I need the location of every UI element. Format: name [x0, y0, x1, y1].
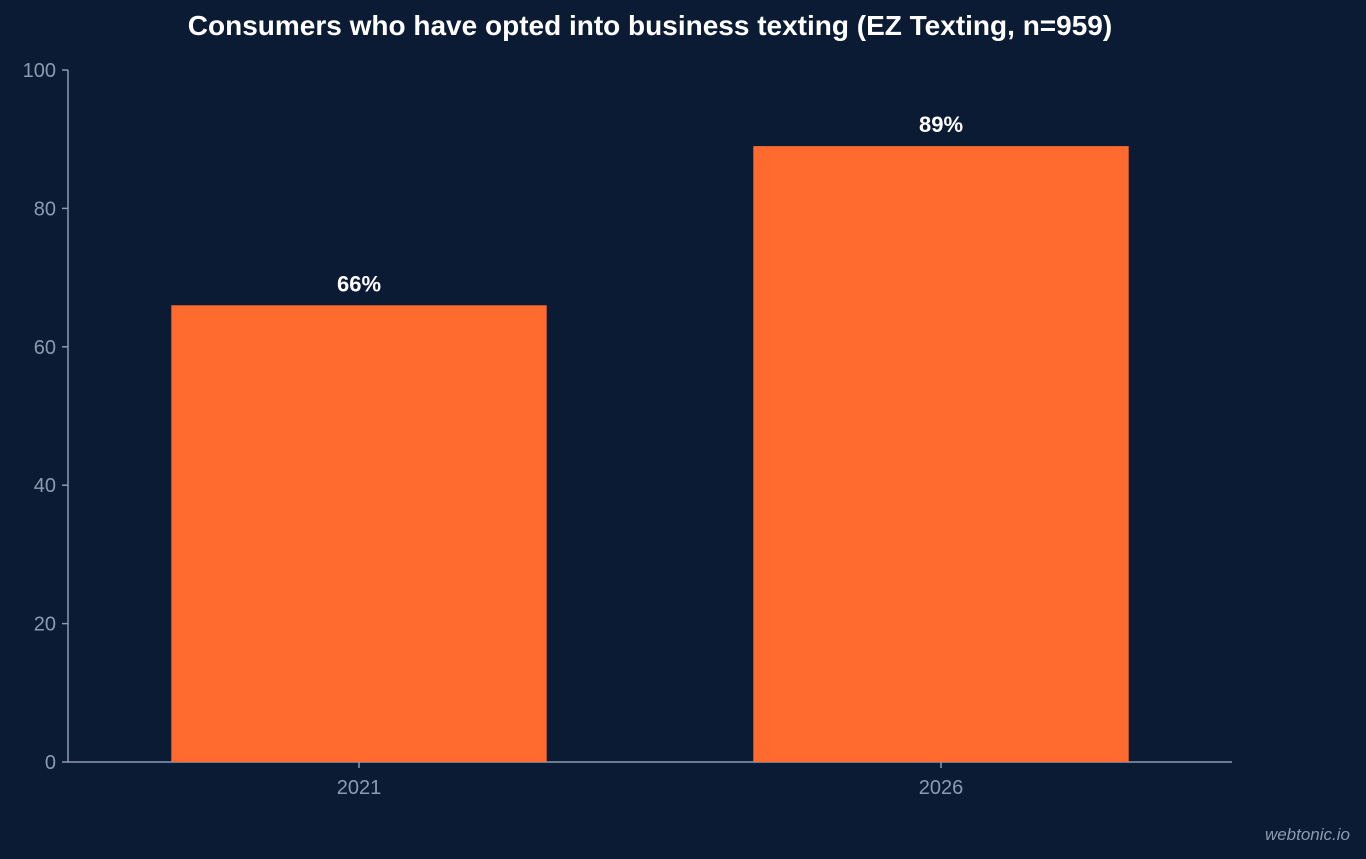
x-axis: 2021 2026 — [68, 761, 1232, 799]
x-tick-label: 2026 — [919, 777, 964, 799]
bars — [171, 146, 1129, 762]
y-tick-label: 60 — [34, 337, 56, 359]
bar-2021 — [171, 305, 547, 762]
y-tick-label: 40 — [34, 475, 56, 497]
y-tick-label: 100 — [23, 60, 56, 82]
y-tick-label: 0 — [45, 752, 56, 774]
x-tick-label: 2021 — [337, 777, 382, 799]
y-tick-label: 80 — [34, 198, 56, 220]
chart-title: Consumers who have opted into business t… — [187, 10, 1113, 41]
watermark: webtonic.io — [1264, 825, 1350, 844]
y-tick-label: 20 — [34, 614, 56, 636]
bar-value-labels: 66% 89% — [337, 112, 963, 296]
bar-value-label: 89% — [919, 112, 963, 137]
y-axis: 0 20 40 60 80 100 — [23, 60, 69, 774]
bar-2026 — [753, 146, 1129, 762]
bar-value-label: 66% — [337, 271, 381, 296]
